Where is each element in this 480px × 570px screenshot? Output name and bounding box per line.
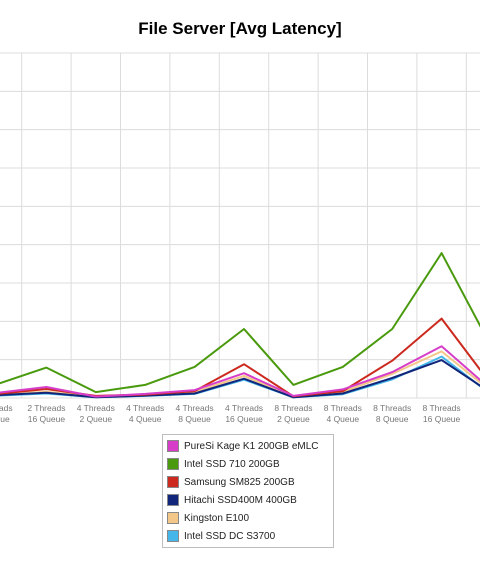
x-tick-label: 16 Queue xyxy=(423,414,461,424)
legend-item[interactable]: Intel SSD 710 200GB xyxy=(163,455,333,473)
legend-swatch xyxy=(167,530,179,542)
legend-item[interactable]: PureSi Kage K1 200GB eMLC xyxy=(163,437,333,455)
legend-swatch xyxy=(167,440,179,452)
legend-label: Intel SSD DC S3700 xyxy=(184,530,276,542)
legend-label: Hitachi SSD400M 400GB xyxy=(184,494,297,506)
x-tick-label: 4 Threads xyxy=(225,403,263,413)
series-line xyxy=(0,345,480,398)
legend-item[interactable]: Samsung SM825 200GB xyxy=(163,473,333,491)
x-tick-label: Queue xyxy=(0,414,10,424)
x-tick-label: 2 Threads xyxy=(27,403,65,413)
x-tick-label: 8 Threads xyxy=(423,403,461,413)
x-tick-label: 16 Queue xyxy=(225,414,263,424)
legend-swatch xyxy=(167,476,179,488)
chart-legend: PureSi Kage K1 200GB eMLC Intel SSD 710 2… xyxy=(162,434,334,548)
series-line xyxy=(0,317,480,398)
legend-item[interactable]: Intel SSD DC S3700 xyxy=(163,527,333,545)
x-tick-label: 8 Queue xyxy=(178,414,211,424)
x-tick-label: 8 Queue xyxy=(376,414,409,424)
x-tick-label: 4 Queue xyxy=(326,414,359,424)
x-tick-label: 4 Threads xyxy=(176,403,214,413)
x-tick-label: 8 Threads xyxy=(324,403,362,413)
x-tick-label: 16 Queue xyxy=(28,414,66,424)
series-line xyxy=(0,359,480,399)
grid-lines xyxy=(0,52,480,399)
x-tick-label: 8 Threads xyxy=(373,403,411,413)
legend-swatch xyxy=(167,458,179,470)
legend-swatch xyxy=(167,512,179,524)
x-tick-label: Threads xyxy=(0,403,13,413)
series-lines xyxy=(0,252,480,399)
x-tick-label: 2 Queue xyxy=(277,414,310,424)
x-tick-label: 4 Queue xyxy=(129,414,162,424)
chart-title: File Server [Avg Latency] xyxy=(138,19,342,38)
legend-label: Samsung SM825 200GB xyxy=(184,476,295,488)
legend-swatch xyxy=(167,494,179,506)
x-tick-label: 2 Queue xyxy=(79,414,112,424)
legend-item[interactable]: Kingston E100 xyxy=(163,509,333,527)
series-line xyxy=(0,252,480,394)
legend-label: Intel SSD 710 200GB xyxy=(184,458,280,470)
x-tick-label: 4 Threads xyxy=(77,403,115,413)
legend-label: Kingston E100 xyxy=(184,512,250,524)
x-tick-label: 4 Threads xyxy=(126,403,164,413)
legend-label: PureSi Kage K1 200GB eMLC xyxy=(184,440,319,452)
x-tick-label: 8 Threads xyxy=(274,403,312,413)
legend-item[interactable]: Hitachi SSD400M 400GB xyxy=(163,491,333,509)
